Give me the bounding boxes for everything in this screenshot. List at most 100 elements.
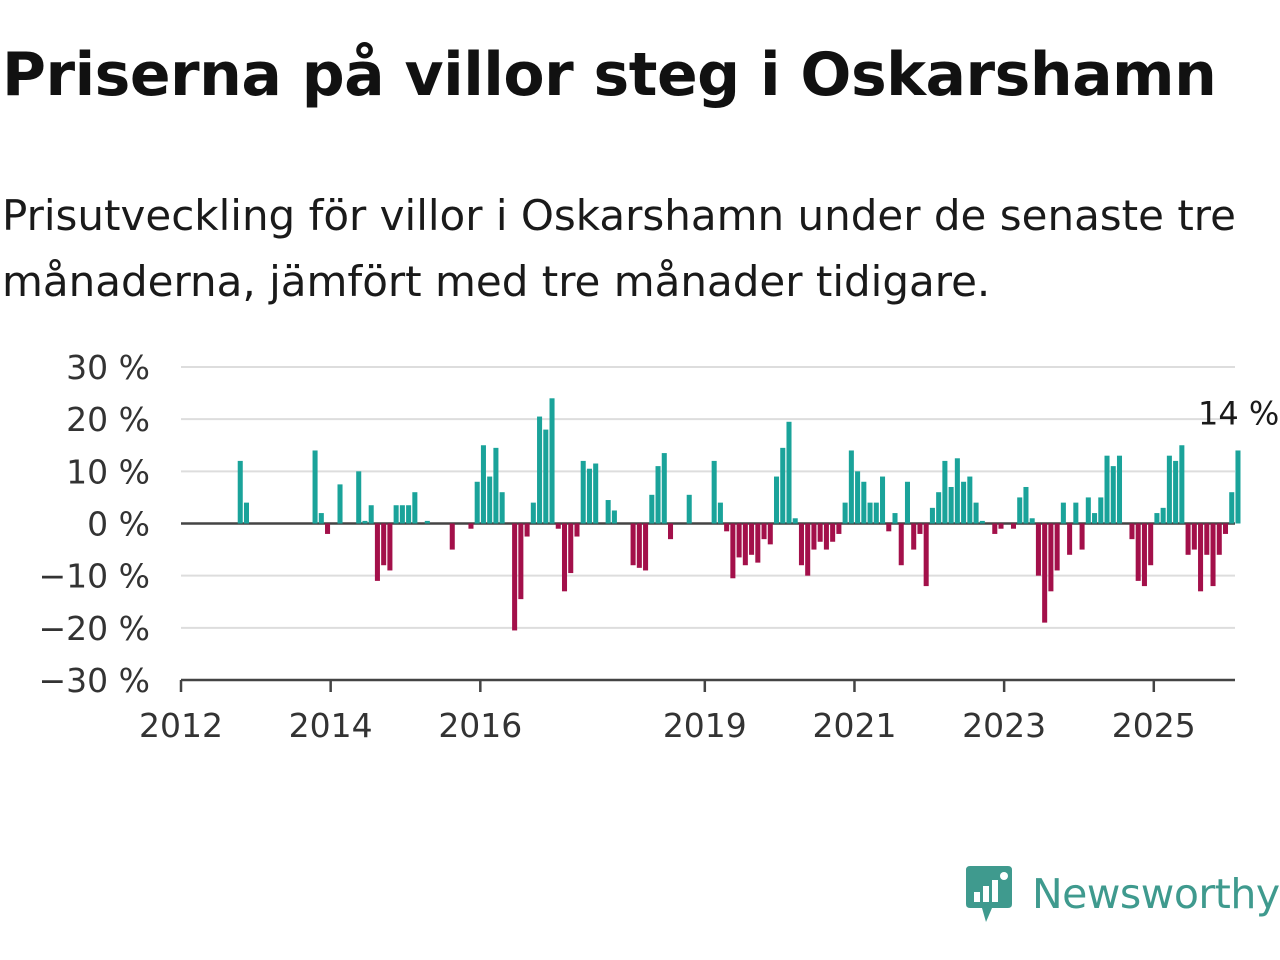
- bar: [549, 398, 555, 524]
- bar: [742, 523, 748, 566]
- x-tick-label: 2012: [139, 706, 223, 745]
- bar: [312, 450, 318, 524]
- bar: [823, 523, 829, 550]
- annotations: 14 %: [1198, 394, 1279, 432]
- bar: [1098, 497, 1104, 524]
- bar: [929, 507, 935, 524]
- bar: [362, 520, 368, 524]
- bar: [830, 523, 836, 542]
- y-tick-label: −10 %: [39, 557, 151, 596]
- bar: [973, 502, 979, 524]
- bar: [1085, 497, 1091, 524]
- bar: [792, 518, 798, 524]
- bar: [780, 447, 786, 524]
- bar: [530, 502, 536, 524]
- bar: [861, 481, 867, 524]
- bar: [855, 471, 861, 524]
- bar: [1160, 507, 1166, 524]
- bar: [1079, 523, 1085, 550]
- bar: [480, 445, 486, 524]
- bar: [605, 500, 611, 524]
- bar: [1148, 523, 1154, 566]
- bar: [493, 447, 499, 524]
- bar: [724, 523, 730, 532]
- x-tick-label: 2023: [962, 706, 1046, 745]
- bar: [904, 481, 910, 524]
- bar: [393, 505, 399, 524]
- bar: [842, 502, 848, 524]
- bar: [1023, 486, 1029, 524]
- chart-title: Priserna på villor steg i Oskarshamn: [2, 40, 1217, 110]
- bar: [755, 523, 761, 563]
- bar: [374, 523, 380, 581]
- bar: [237, 460, 243, 524]
- chart-subtitle: Prisutveckling för villor i Oskarshamn u…: [2, 191, 1236, 306]
- bar: [1104, 455, 1110, 524]
- y-tick-label: 30 %: [66, 348, 150, 387]
- bar: [512, 523, 518, 631]
- bar: [749, 523, 755, 555]
- bar: [686, 494, 692, 524]
- bar: [811, 523, 817, 550]
- bar: [368, 505, 374, 524]
- bar: [318, 513, 324, 524]
- bar: [942, 460, 948, 524]
- bar: [537, 416, 543, 524]
- y-axis: 30 % 20 % 10 % 0 % −10 % −20 % −30 %: [39, 348, 151, 700]
- bar: [574, 523, 580, 537]
- bar: [730, 523, 736, 579]
- bar: [1185, 523, 1191, 555]
- bar: [798, 523, 804, 566]
- bar: [1042, 523, 1048, 623]
- bar: [1204, 523, 1210, 555]
- x-tick-label: 2025: [1112, 706, 1196, 745]
- bar: [543, 429, 549, 524]
- bar: [1191, 523, 1197, 550]
- bar: [580, 460, 586, 524]
- bar: [406, 505, 412, 524]
- bar: [967, 476, 973, 524]
- bar: [1073, 502, 1079, 524]
- bar: [761, 523, 767, 540]
- bar: [786, 421, 792, 524]
- bar: [1198, 523, 1204, 592]
- bar: [636, 523, 642, 568]
- bar: [1029, 518, 1035, 524]
- bars: [237, 398, 1241, 631]
- bar: [1110, 466, 1116, 524]
- bar: [1154, 513, 1160, 524]
- y-tick-label: 10 %: [66, 452, 150, 491]
- bar: [873, 502, 879, 524]
- bar: [1210, 523, 1216, 587]
- bar: [1229, 492, 1235, 524]
- bar: [961, 481, 967, 524]
- bar: [524, 523, 530, 537]
- bar: [1179, 445, 1185, 524]
- bar: [643, 523, 649, 571]
- bar: [774, 476, 780, 524]
- y-tick-label: −20 %: [39, 609, 151, 648]
- bar: [243, 502, 249, 524]
- y-tick-label: 0 %: [87, 505, 150, 544]
- bar: [655, 466, 661, 524]
- bar: [474, 481, 480, 524]
- bar: [586, 468, 592, 524]
- bar: [1054, 523, 1060, 571]
- bar: [917, 523, 923, 534]
- bar: [1222, 523, 1229, 534]
- bar: [487, 476, 493, 524]
- bar: [449, 523, 455, 550]
- bar: [717, 502, 723, 524]
- bar: [1060, 502, 1066, 524]
- bar: [936, 492, 942, 524]
- bar: [668, 523, 674, 540]
- bar: [1135, 523, 1141, 581]
- bar: [836, 523, 842, 534]
- x-axis: 2012 2014 2016 2019 2021 2023 2025: [139, 678, 1235, 745]
- bar: [767, 523, 773, 545]
- brand-name: Newsworthy: [1032, 870, 1280, 918]
- bar: [649, 494, 655, 524]
- bar: [711, 460, 717, 524]
- x-tick-label: 2019: [663, 706, 747, 745]
- bar: [325, 523, 331, 534]
